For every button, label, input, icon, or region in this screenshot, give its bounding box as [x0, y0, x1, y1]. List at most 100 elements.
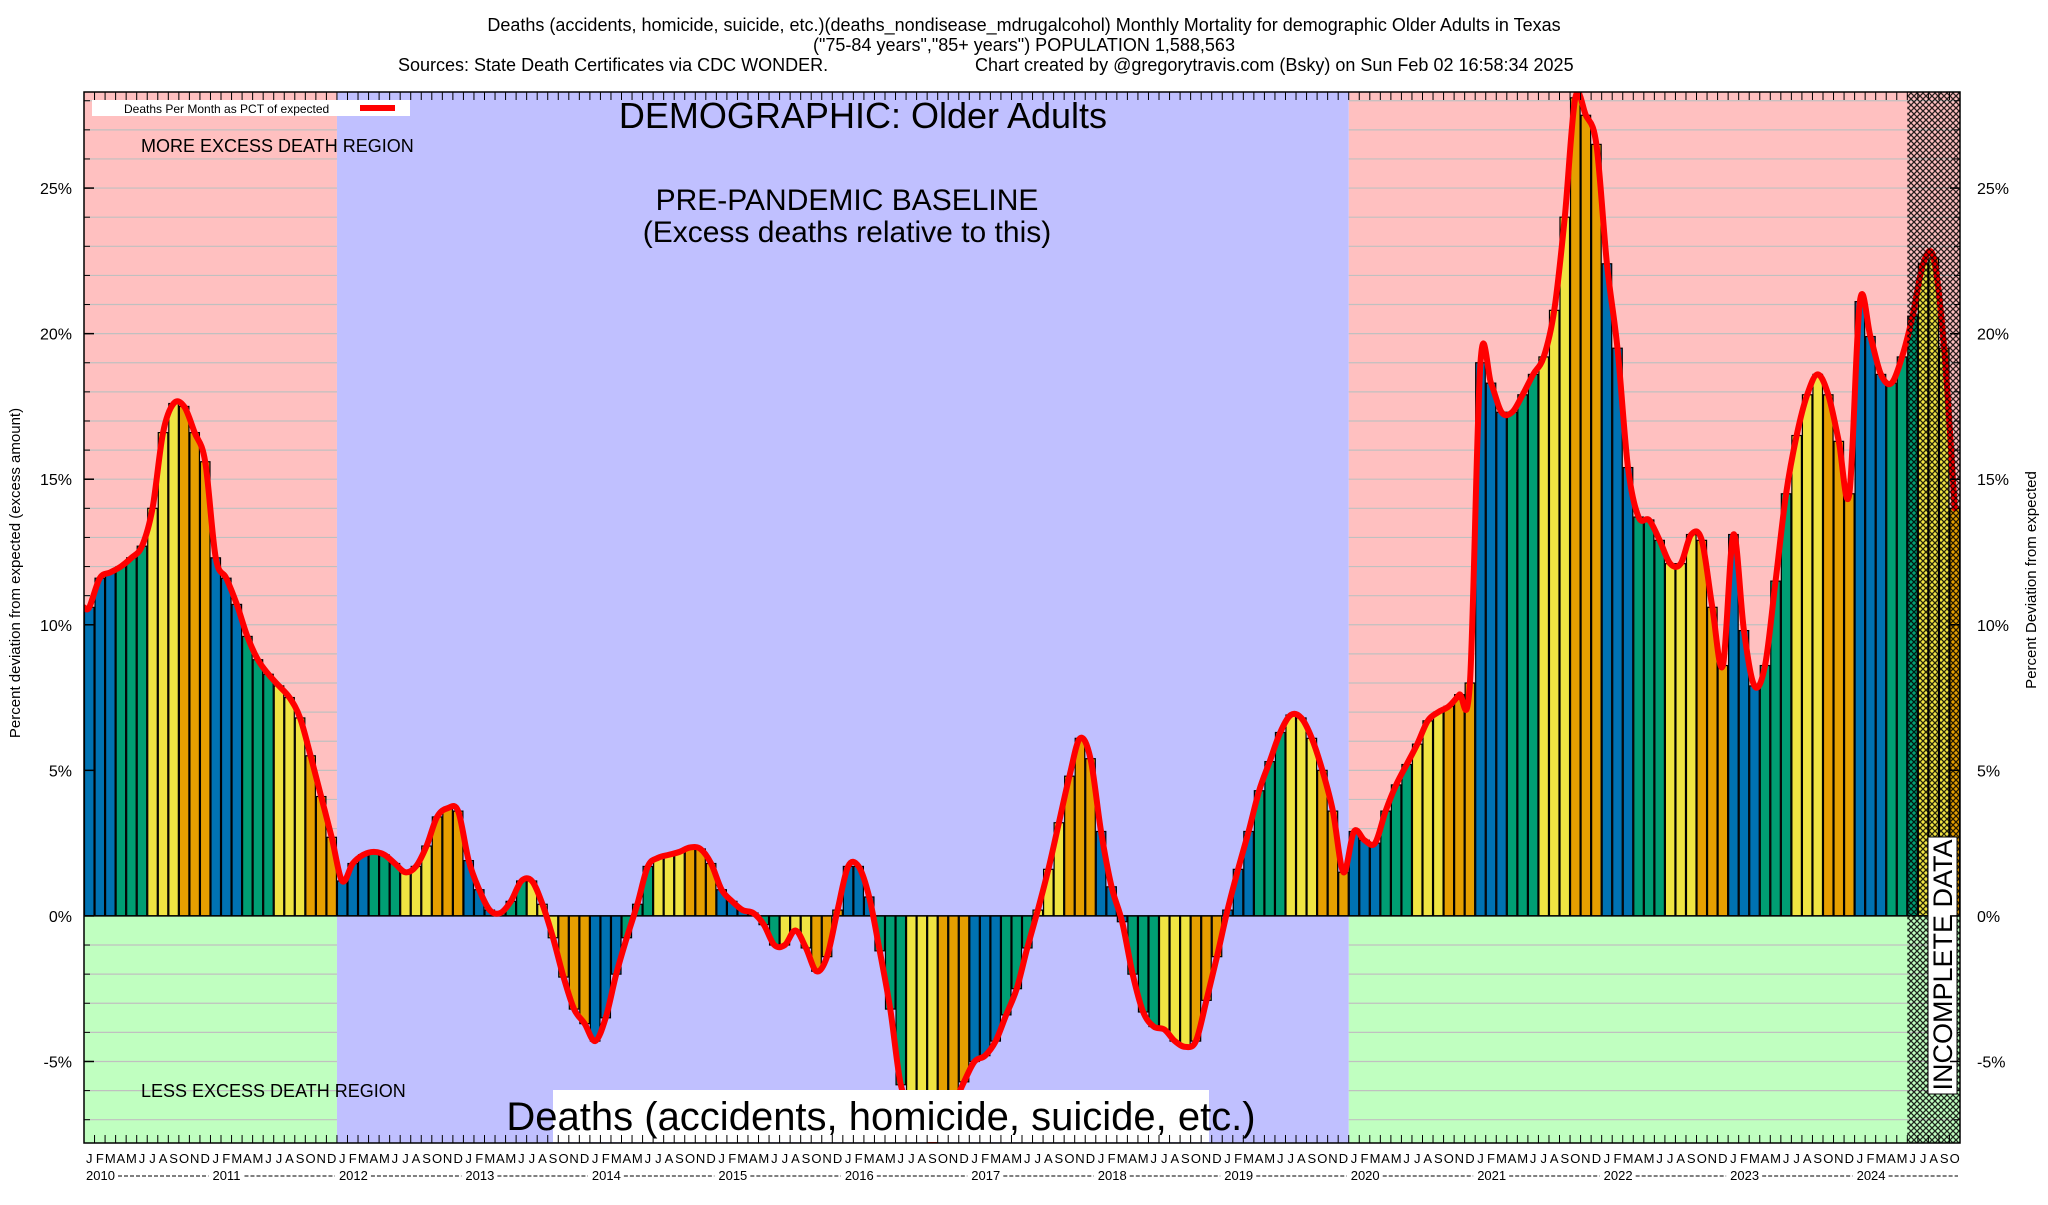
bar [1559, 216, 1571, 917]
x-month-label: J [1793, 1151, 1800, 1166]
bar [1569, 97, 1581, 917]
x-month-label: M [611, 1151, 622, 1166]
demographic-label: DEMOGRAPHIC: Older Adults [619, 95, 1107, 136]
x-month-label: D [1339, 1151, 1348, 1166]
bar [1865, 335, 1876, 917]
x-month-label: S [296, 1151, 305, 1166]
bar [1812, 373, 1824, 917]
bar [1264, 761, 1276, 917]
bar [579, 915, 590, 1025]
bar [252, 659, 264, 917]
legend-box [92, 100, 410, 116]
x-month-label: O [1950, 1151, 1960, 1166]
x-month-label: F [1613, 1151, 1621, 1166]
chart-credit: Chart created by @gregorytravis.com (Bsk… [975, 55, 1574, 75]
x-month-label: N [1075, 1151, 1084, 1166]
x-month-label: S [1181, 1151, 1190, 1166]
x-month-label: M [737, 1151, 748, 1166]
bar [410, 865, 422, 917]
x-month-label: N [696, 1151, 705, 1166]
x-month-label: N [1328, 1151, 1337, 1166]
bar [1633, 516, 1644, 917]
x-month-label: J [339, 1151, 346, 1166]
x-month-label: F [981, 1151, 989, 1166]
x-month-label: J [1024, 1151, 1031, 1166]
x-month-label: A [1044, 1151, 1053, 1166]
x-month-label: A [1550, 1151, 1559, 1166]
bar [1622, 466, 1634, 917]
bar [1591, 143, 1602, 917]
x-month-label: A [1676, 1151, 1685, 1166]
bar [168, 402, 179, 917]
y-tick-label-left: 15% [40, 472, 72, 489]
more-excess-region-label: MORE EXCESS DEATH REGION [141, 136, 414, 156]
x-month-label: M [505, 1151, 516, 1166]
bar [84, 606, 95, 917]
bar [368, 851, 380, 917]
x-month-label: S [1813, 1151, 1822, 1166]
x-month-label: O [1697, 1151, 1707, 1166]
bar [336, 880, 348, 917]
x-month-label: N [949, 1151, 958, 1166]
bar [94, 577, 106, 917]
x-month-label: J [898, 1151, 905, 1166]
x-month-label: A [1929, 1151, 1938, 1166]
bar [663, 854, 675, 917]
bar [1338, 871, 1349, 917]
bar [1738, 630, 1750, 917]
x-month-label: M [990, 1151, 1001, 1166]
bar [294, 717, 306, 917]
x-month-label: J [1909, 1151, 1916, 1166]
bar [916, 915, 928, 1121]
x-month-label: A [159, 1151, 168, 1166]
x-month-label: J [1288, 1151, 1295, 1166]
bar [1759, 664, 1771, 917]
bar [1169, 915, 1181, 1042]
x-year-label: 2014 [592, 1168, 621, 1183]
x-month-label: M [126, 1151, 137, 1166]
x-month-label: A [1170, 1151, 1179, 1166]
bar [379, 854, 390, 917]
x-month-label: A [1255, 1151, 1264, 1166]
x-month-label: A [243, 1151, 252, 1166]
incomplete-label: INCOMPLETE DATA [1928, 839, 1958, 1090]
bar [674, 851, 685, 917]
cause-label: Deaths (accidents, homicide, suicide, et… [506, 1095, 1255, 1139]
bar [1696, 539, 1708, 917]
x-month-label: A [1803, 1151, 1812, 1166]
x-month-label: J [718, 1151, 725, 1166]
bar [1527, 373, 1539, 917]
y-tick-label-left: 25% [40, 181, 72, 198]
less-excess-region [84, 915, 337, 1143]
bar [1749, 685, 1760, 917]
x-month-label: N [1202, 1151, 1211, 1166]
x-month-label: A [1423, 1151, 1432, 1166]
x-year-label: 2018 [1098, 1168, 1127, 1183]
x-month-label: A [665, 1151, 674, 1166]
x-month-label: J [212, 1151, 219, 1166]
x-month-label: A [1634, 1151, 1643, 1166]
y-tick-label-left: 10% [40, 618, 72, 635]
x-month-label: J [149, 1151, 156, 1166]
x-month-label: J [1035, 1151, 1042, 1166]
x-month-label: D [706, 1151, 715, 1166]
x-month-label: J [1403, 1151, 1410, 1166]
x-month-label: J [1667, 1151, 1674, 1166]
x-year-label: 2019 [1224, 1168, 1253, 1183]
bar [1664, 563, 1676, 917]
x-month-label: M [1138, 1151, 1149, 1166]
x-month-label: F [1740, 1151, 1748, 1166]
x-month-label: N [1455, 1151, 1464, 1166]
x-month-label: S [169, 1151, 178, 1166]
x-month-label: D [959, 1151, 968, 1166]
x-month-label: A [791, 1151, 800, 1166]
x-year-label: 2015 [718, 1168, 747, 1183]
x-month-label: J [645, 1151, 652, 1166]
bar [905, 915, 917, 1106]
less-excess-region [1348, 915, 1960, 1143]
x-year-label: 2011 [212, 1168, 240, 1183]
x-month-label: M [1770, 1151, 1781, 1166]
bar [1685, 533, 1697, 917]
bar [389, 862, 401, 917]
x-month-label: A [918, 1151, 927, 1166]
